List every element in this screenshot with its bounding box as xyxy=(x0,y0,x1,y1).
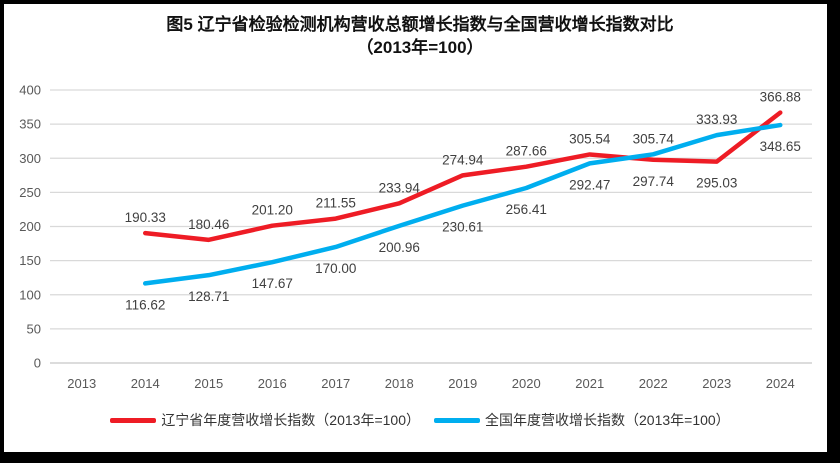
x-tick-label: 2021 xyxy=(575,376,604,391)
data-label-series-1: 116.62 xyxy=(125,297,165,312)
y-tick-label: 100 xyxy=(19,287,41,302)
legend-item-national: 全国年度营收增长指数（2013年=100） xyxy=(434,410,730,430)
data-label-series-0: 274.94 xyxy=(442,152,484,167)
data-label-series-1: 128.71 xyxy=(188,289,229,304)
x-tick-label: 2013 xyxy=(67,376,96,391)
data-label-series-0: 211.55 xyxy=(316,196,356,211)
y-tick-label: 250 xyxy=(19,185,41,200)
data-label-series-0: 180.46 xyxy=(188,217,229,232)
y-tick-label: 350 xyxy=(19,117,41,132)
y-tick-label: 0 xyxy=(34,356,41,371)
x-tick-label: 2015 xyxy=(194,376,223,391)
data-label-series-0: 305.54 xyxy=(569,131,611,146)
data-label-series-0: 287.66 xyxy=(506,144,547,159)
x-tick-label: 2018 xyxy=(385,376,414,391)
legend-swatch-liaoning-icon xyxy=(110,417,157,423)
x-tick-label: 2019 xyxy=(448,376,477,391)
data-label-series-0: 190.33 xyxy=(125,210,166,225)
legend-item-liaoning: 辽宁省年度营收增长指数（2013年=100） xyxy=(110,410,420,430)
chart-title-line1: 图5 辽宁省检验检测机构营收总额增长指数与全国营收增长指数对比 xyxy=(166,15,674,34)
data-label-series-1: 333.93 xyxy=(696,112,737,127)
data-label-series-1: 305.74 xyxy=(633,131,675,146)
y-tick-label: 200 xyxy=(19,219,41,234)
data-label-series-1: 170.00 xyxy=(315,261,356,276)
y-tick-label: 150 xyxy=(19,253,41,268)
x-tick-label: 2020 xyxy=(512,376,541,391)
data-label-series-0: 233.94 xyxy=(379,180,421,195)
x-tick-label: 2016 xyxy=(258,376,287,391)
data-label-series-0: 366.88 xyxy=(760,90,801,105)
data-label-series-1: 292.47 xyxy=(569,177,610,192)
x-tick-label: 2022 xyxy=(639,376,668,391)
x-tick-label: 2014 xyxy=(131,376,160,391)
data-label-series-0: 297.74 xyxy=(633,174,675,189)
legend-label-liaoning: 辽宁省年度营收增长指数（2013年=100） xyxy=(161,412,420,428)
data-label-series-1: 147.67 xyxy=(252,276,293,291)
data-label-series-1: 230.61 xyxy=(442,220,483,235)
legend: 辽宁省年度营收增长指数（2013年=100） 全国年度营收增长指数（2013年=… xyxy=(0,410,840,430)
x-tick-label: 2017 xyxy=(321,376,350,391)
legend-swatch-national-icon xyxy=(434,417,480,423)
y-tick-label: 400 xyxy=(19,83,41,98)
series-line-1 xyxy=(143,122,783,286)
legend-label-national: 全国年度营收增长指数（2013年=100） xyxy=(485,412,730,428)
data-label-series-1: 256.41 xyxy=(506,202,547,217)
y-tick-label: 50 xyxy=(27,321,41,336)
data-label-series-0: 295.03 xyxy=(696,176,737,191)
data-label-series-1: 200.96 xyxy=(379,240,420,255)
y-tick-label: 300 xyxy=(19,151,41,166)
chart-title: 图5 辽宁省检验检测机构营收总额增长指数与全国营收增长指数对比 （2013年=1… xyxy=(0,13,840,59)
x-tick-label: 2024 xyxy=(766,376,795,391)
data-label-series-1: 348.65 xyxy=(760,139,801,154)
series-line-0 xyxy=(143,110,783,243)
x-tick-label: 2023 xyxy=(702,376,731,391)
data-label-series-0: 201.20 xyxy=(252,203,293,218)
chart-title-line2: （2013年=100） xyxy=(356,38,484,57)
